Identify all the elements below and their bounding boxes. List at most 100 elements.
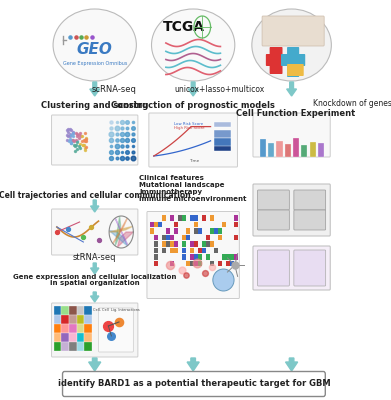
Bar (170, 215, 174, 220)
Bar (194, 215, 198, 220)
Bar (154, 260, 158, 266)
Point (76, 135, 82, 141)
Text: stRNA-seq: stRNA-seq (73, 254, 117, 262)
Bar (260, 139, 266, 157)
Point (201, 270, 208, 276)
Bar (210, 228, 214, 234)
Text: Clustering and scoring: Clustering and scoring (41, 100, 149, 110)
Bar (202, 241, 206, 246)
FancyBboxPatch shape (99, 308, 133, 352)
Bar (218, 234, 222, 240)
FancyArrow shape (91, 292, 99, 302)
Point (108, 131, 115, 137)
Bar (77, 342, 84, 351)
Bar (194, 260, 198, 266)
Point (65, 226, 71, 232)
Point (113, 155, 120, 161)
Point (66, 138, 72, 144)
Bar (186, 260, 190, 266)
Bar (182, 241, 186, 246)
Bar (178, 215, 182, 220)
FancyBboxPatch shape (253, 113, 330, 157)
Bar (154, 254, 158, 260)
Point (119, 155, 125, 161)
Bar (170, 234, 174, 240)
Bar (214, 248, 218, 253)
Point (65, 133, 71, 140)
Bar (198, 228, 202, 234)
Bar (268, 143, 274, 157)
Point (72, 147, 78, 154)
Point (129, 125, 136, 131)
Point (105, 323, 111, 329)
Point (83, 138, 90, 145)
Bar (190, 248, 194, 253)
Bar (210, 260, 214, 266)
Text: unicox+lasso+multicox: unicox+lasso+multicox (174, 86, 265, 94)
Point (79, 132, 85, 139)
Bar (202, 248, 206, 253)
Bar (69, 315, 77, 324)
Text: Clinical features
Mutational landscape
Immunotherapy
immune microenvironment: Clinical features Mutational landscape I… (140, 175, 247, 202)
Bar (210, 241, 214, 246)
FancyBboxPatch shape (294, 190, 326, 210)
Point (76, 132, 82, 138)
Bar (84, 342, 92, 351)
Bar (77, 333, 84, 342)
Bar (206, 241, 210, 246)
Bar (194, 228, 198, 234)
Bar (234, 254, 238, 260)
Point (124, 125, 131, 131)
Ellipse shape (213, 269, 234, 291)
Bar (162, 241, 166, 246)
Bar (69, 333, 77, 342)
Bar (84, 306, 92, 315)
Point (108, 143, 115, 149)
Text: Invasion: Invasion (301, 222, 318, 226)
Bar (194, 241, 198, 246)
Point (68, 139, 74, 146)
Point (64, 132, 70, 139)
Point (81, 137, 87, 143)
Bar (54, 315, 61, 324)
Point (70, 130, 76, 136)
Point (73, 34, 79, 40)
Text: Low Risk Score: Low Risk Score (174, 122, 203, 126)
Point (70, 130, 77, 136)
Text: Cell trajectories and cellular communication: Cell trajectories and cellular communica… (0, 190, 190, 200)
FancyBboxPatch shape (63, 372, 325, 396)
Text: High Risk Score: High Risk Score (174, 126, 205, 130)
Point (108, 333, 115, 339)
Point (83, 135, 89, 141)
Bar (230, 254, 234, 260)
Bar (166, 228, 170, 234)
Bar (293, 138, 299, 157)
Bar (54, 342, 61, 351)
Bar (166, 234, 170, 240)
Bar (214, 130, 231, 138)
Bar (182, 248, 186, 253)
FancyBboxPatch shape (281, 54, 305, 66)
Point (77, 130, 83, 136)
Bar (226, 260, 230, 266)
Point (67, 133, 73, 139)
Point (167, 262, 174, 268)
Bar (230, 260, 234, 266)
Point (119, 149, 125, 155)
Point (78, 133, 84, 139)
Point (73, 137, 79, 144)
Bar (186, 228, 190, 234)
Ellipse shape (252, 9, 331, 81)
Point (119, 119, 125, 125)
Polygon shape (109, 226, 133, 232)
Point (108, 137, 115, 143)
Bar (154, 234, 158, 240)
Point (119, 131, 125, 137)
Point (83, 144, 89, 150)
Point (83, 136, 90, 143)
Bar (194, 254, 198, 260)
Point (119, 125, 125, 131)
Point (79, 138, 85, 144)
FancyBboxPatch shape (147, 212, 239, 298)
Bar (69, 324, 77, 333)
